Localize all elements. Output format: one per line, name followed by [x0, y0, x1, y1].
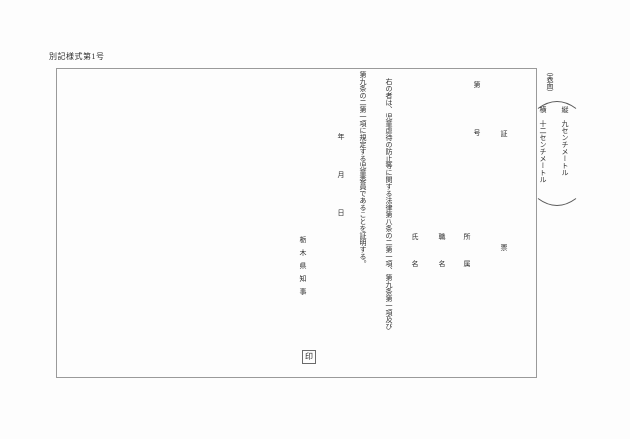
date-line: 年 月 日: [337, 133, 345, 228]
field-label-name: 氏名: [411, 233, 419, 287]
seal-character: 印: [305, 352, 313, 361]
brace-bottom-icon: [537, 194, 577, 206]
seal-placeholder: 印: [302, 350, 316, 364]
certificate-body-text: 右の者は、児童虐待の防止等に関する法律第八条の二第一項、第九条第一項及び 第九条…: [359, 71, 393, 330]
issuer-name: 栃木県知事: [299, 236, 307, 301]
field-label-affiliation: 所属: [463, 233, 471, 287]
certificate-number-line: 第 号: [473, 81, 481, 153]
dimension-note: 縦 九センチメートル 横 十二センチメートル: [539, 106, 569, 183]
field-label-job-title: 職名: [438, 233, 446, 287]
brace-top-icon: [537, 96, 577, 109]
certificate-box: 証票 第 号 右の者は、児童虐待の防止等に関する法律第八条の二第一項、第九条第一…: [56, 68, 537, 378]
certificate-title: 証票: [500, 130, 508, 358]
front-side-label: （表面）: [546, 68, 554, 96]
form-number-label: 別記様式第1号: [49, 52, 105, 61]
